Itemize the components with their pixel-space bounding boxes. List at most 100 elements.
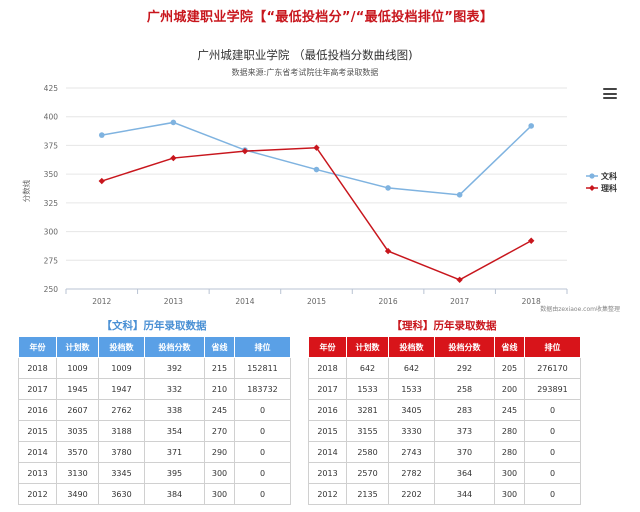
table-cell: 354 bbox=[144, 420, 205, 442]
table-cell: 2762 bbox=[98, 399, 145, 421]
table-cell: 2017 bbox=[308, 378, 347, 400]
table-row: 2013 3130 3345 395 300 0 bbox=[18, 462, 291, 484]
table-cell: 2580 bbox=[346, 441, 389, 463]
data-point bbox=[313, 166, 320, 173]
column-header: 排位 bbox=[524, 336, 581, 358]
table-cell: 2015 bbox=[18, 420, 57, 442]
table-cell: 2607 bbox=[56, 399, 99, 421]
table-cell: 642 bbox=[346, 357, 389, 379]
table-cell: 0 bbox=[234, 462, 291, 484]
y-tick-label: 250 bbox=[44, 285, 59, 294]
column-header: 投档数 bbox=[388, 336, 435, 358]
like-table: 年份 计划数 投档数 投档分数 省线 排位 2018 642 642 292 205 276170 2… bbox=[308, 336, 581, 505]
table-cell: 384 bbox=[144, 483, 205, 505]
table-cell: 280 bbox=[494, 420, 525, 442]
table-cell: 245 bbox=[204, 399, 235, 421]
table-cell: 280 bbox=[494, 441, 525, 463]
legend-item-like[interactable]: 理科 bbox=[586, 183, 617, 193]
legend-label: 理科 bbox=[601, 183, 617, 193]
table-cell: 2135 bbox=[346, 483, 389, 505]
table-cell: 1533 bbox=[346, 378, 389, 400]
table-cell: 3405 bbox=[388, 399, 435, 421]
chart-svg: 广州城建职业学院 （最低投档分数曲线图) 数据来源:广东省考试院往年高考录取数据… bbox=[21, 48, 620, 313]
data-point bbox=[241, 147, 249, 155]
page-title: 广州城建职业学院【“最低投档分”/“最低投档排位”图表】 bbox=[146, 10, 494, 25]
table-cell: 2202 bbox=[388, 483, 435, 505]
table-cell: 0 bbox=[234, 420, 291, 442]
table-cell: 344 bbox=[434, 483, 495, 505]
table-cell: 0 bbox=[234, 441, 291, 463]
table-cell: 2017 bbox=[18, 378, 57, 400]
data-point bbox=[384, 247, 392, 255]
y-tick-label: 425 bbox=[44, 84, 59, 93]
table-row: 2012 2135 2202 344 300 0 bbox=[308, 483, 581, 505]
table-cell: 395 bbox=[144, 462, 205, 484]
table-cell: 2570 bbox=[346, 462, 389, 484]
table-cell: 2782 bbox=[388, 462, 435, 484]
table-cell: 283 bbox=[434, 399, 495, 421]
table-cell: 245 bbox=[494, 399, 525, 421]
wenke-table: 年份 计划数 投档数 投档分数 省线 排位 2018 1009 1009 392 215 15281… bbox=[18, 336, 291, 505]
table-cell: 2015 bbox=[308, 420, 347, 442]
x-tick-label: 2018 bbox=[522, 297, 541, 306]
table-cell: 2018 bbox=[308, 357, 347, 379]
table-cell: 3330 bbox=[388, 420, 435, 442]
y-tick-label: 300 bbox=[44, 228, 59, 237]
chart-subtitle: 数据来源:广东省考试院往年高考录取数据 bbox=[232, 67, 379, 77]
table-cell: 3155 bbox=[346, 420, 389, 442]
table-row: 2012 3490 3630 384 300 0 bbox=[18, 483, 291, 505]
table-cell: 0 bbox=[524, 399, 581, 421]
line-chart: 广州城建职业学院 （最低投档分数曲线图) 数据来源:广东省考试院往年高考录取数据… bbox=[0, 36, 640, 318]
table-row: 2017 1533 1533 258 200 293891 bbox=[308, 378, 581, 400]
grid-layer: 250 275 300 325 350 375 400 425 2012 2013 2014 2015… bbox=[44, 84, 568, 306]
table-cell: 338 bbox=[144, 399, 205, 421]
table-row: 2015 3155 3330 373 280 0 bbox=[308, 420, 581, 442]
legend-marker bbox=[589, 173, 595, 179]
table-row: 2016 2607 2762 338 245 0 bbox=[18, 399, 291, 421]
table-cell: 1533 bbox=[388, 378, 435, 400]
table-cell: 1009 bbox=[56, 357, 99, 379]
table-cell: 300 bbox=[204, 462, 235, 484]
data-point bbox=[98, 132, 105, 138]
table-cell: 3345 bbox=[98, 462, 145, 484]
table-cell: 2014 bbox=[308, 441, 347, 463]
table-row: 2015 3035 3188 354 270 0 bbox=[18, 420, 291, 442]
table-cell: 1009 bbox=[98, 357, 145, 379]
data-credit[interactable]: 数据由zexiaoe.com收集整理 bbox=[540, 305, 620, 313]
legend-item-wenke[interactable]: 文科 bbox=[586, 171, 617, 181]
table-cell: 3281 bbox=[346, 399, 389, 421]
table-cell: 2012 bbox=[308, 483, 347, 505]
table-cell: 270 bbox=[204, 420, 235, 442]
legend-label: 文科 bbox=[601, 171, 617, 181]
table-cell: 2018 bbox=[18, 357, 57, 379]
y-axis-label: 分数线 bbox=[21, 179, 31, 202]
table-cell: 642 bbox=[388, 357, 435, 379]
table-cell: 3780 bbox=[98, 441, 145, 463]
table-row: 2014 2580 2743 370 280 0 bbox=[308, 441, 581, 463]
table-cell: 210 bbox=[204, 378, 235, 400]
column-header: 投档分数 bbox=[144, 336, 205, 358]
table-cell: 373 bbox=[434, 420, 495, 442]
table-cell: 2013 bbox=[308, 462, 347, 484]
column-header: 年份 bbox=[308, 336, 347, 358]
table-cell: 300 bbox=[204, 483, 235, 505]
column-header: 投档数 bbox=[98, 336, 145, 358]
hamburger-menu-icon[interactable] bbox=[603, 88, 617, 100]
table-cell: 290 bbox=[204, 441, 235, 463]
table-cell: 2014 bbox=[18, 441, 57, 463]
data-point bbox=[170, 154, 177, 162]
column-header: 计划数 bbox=[56, 336, 99, 358]
table-cell: 215 bbox=[204, 357, 235, 379]
table-cell: 276170 bbox=[524, 357, 581, 379]
table-cell: 370 bbox=[434, 441, 495, 463]
table-cell: 183732 bbox=[234, 378, 291, 400]
table-cell: 0 bbox=[524, 420, 581, 442]
x-tick-label: 2015 bbox=[307, 297, 326, 306]
table-cell: 364 bbox=[434, 462, 495, 484]
wenke-table-title: 【文科】历年录取数据 bbox=[101, 320, 207, 332]
x-tick-label: 2017 bbox=[450, 297, 469, 306]
table-cell: 0 bbox=[524, 441, 581, 463]
table-cell: 2012 bbox=[18, 483, 57, 505]
table-cell: 1945 bbox=[56, 378, 99, 400]
